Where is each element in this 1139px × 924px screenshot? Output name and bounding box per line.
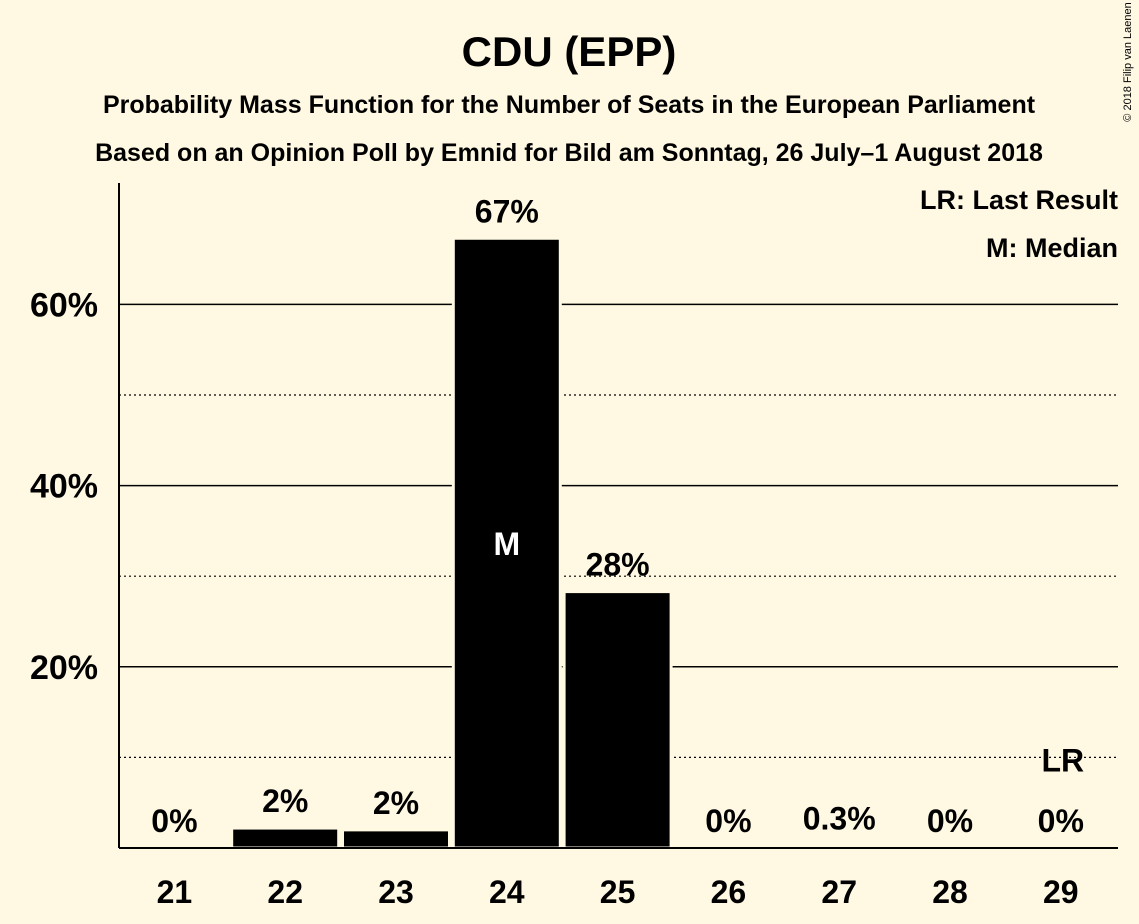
gridlines [119,303,1118,759]
bar-seats-25 [562,590,673,850]
bar-value-label-28: 0% [927,803,973,839]
x-tick-label-26: 26 [711,874,747,910]
y-tick-label-40: 40% [30,468,98,506]
bar-value-label-26: 0% [705,803,751,839]
bar-value-label-21: 0% [151,803,197,839]
bar-value-label-22: 2% [262,783,308,819]
y-tick-label-60: 60% [30,286,98,324]
bar-seats-23 [341,828,451,850]
x-tick-label-25: 25 [600,874,636,910]
median-marker: M [493,526,520,562]
last-result-marker: LR [1041,742,1084,778]
x-tick-label-27: 27 [821,874,857,910]
chart-title: CDU (EPP) [462,28,677,75]
x-tick-label-28: 28 [932,874,968,910]
bar-seats-22 [230,826,341,850]
chart-subtitle-line-2: Based on an Opinion Poll by Emnid for Bi… [95,139,1043,167]
x-tick-label-24: 24 [489,874,525,910]
bar-seats-24 [451,236,562,850]
legend-last-result: LR: Last Result [920,185,1118,215]
bar-value-label-25: 28% [586,547,650,583]
bar-value-label-23: 2% [373,785,419,821]
bars [230,236,895,850]
chart-subtitle-line-1: Probability Mass Function for the Number… [103,91,1036,119]
y-tick-labels: 20% 40% 60% [30,286,98,686]
bar-value-label-29: 0% [1038,803,1084,839]
y-tick-label-20: 20% [30,649,98,687]
bar-value-label-24: 67% [475,193,539,229]
legend-median: M: Median [986,233,1118,263]
x-tick-label-29: 29 [1043,874,1079,910]
bar-value-labels: 0% 2% 2% 67% M 28% 0% 0.3% 0% 0% LR [151,193,1084,839]
bar-value-label-27: 0.3% [803,800,876,836]
x-tick-label-22: 22 [267,874,303,910]
x-tick-label-21: 21 [157,874,193,910]
x-tick-labels: 21 22 23 24 25 26 27 28 29 [157,874,1079,910]
copyright-notice: © 2018 Filip van Laenen [1122,2,1134,121]
x-tick-label-23: 23 [378,874,414,910]
